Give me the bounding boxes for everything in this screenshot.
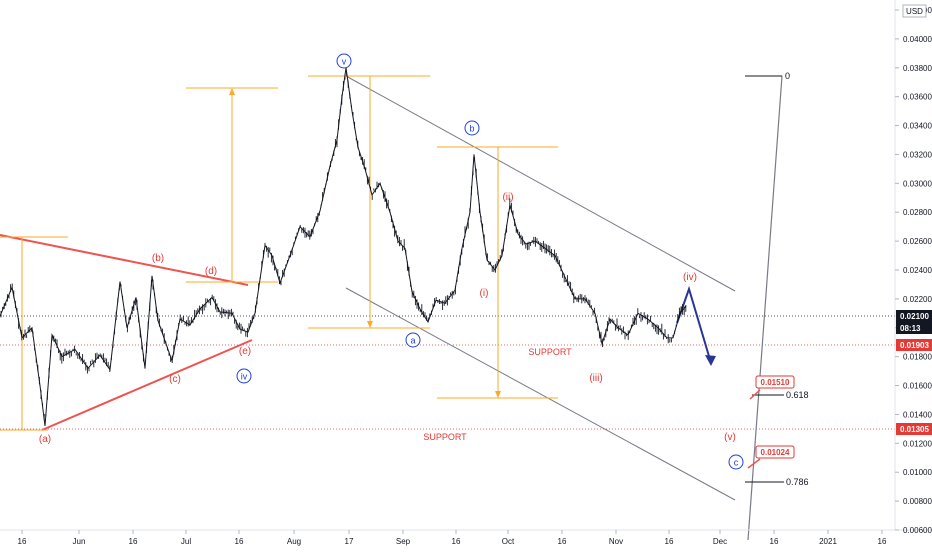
wave-label-v-blue: v	[336, 53, 352, 69]
fib-steep-line	[747, 75, 783, 541]
support-labels: SUPPORT SUPPORT	[423, 347, 572, 442]
price-badge-label: 0.01305	[900, 425, 929, 434]
y-tick-label: 0.02400	[903, 266, 932, 275]
y-tick-label: 0.02600	[903, 237, 932, 246]
support-label-upper: SUPPORT	[528, 347, 572, 357]
wave-label-b-red: (b)	[152, 253, 164, 264]
wave-label-e-red: (e)	[239, 346, 251, 357]
wave-label-v-red: (v)	[724, 432, 736, 443]
x-tick-label: Aug	[287, 537, 301, 546]
price-badge-bg	[896, 423, 932, 435]
x-tick-label: Nov	[609, 537, 623, 546]
x-tick-label: 2021	[819, 537, 837, 546]
x-tick-label: 16	[558, 537, 567, 546]
price-series-line	[0, 67, 687, 427]
wave-label-b-blue: b	[464, 120, 480, 136]
x-tick-label: 16	[18, 537, 27, 546]
analysis-overlay	[0, 75, 895, 541]
grey-channel-lower-line	[345, 287, 736, 501]
x-tick-label: 16	[452, 537, 461, 546]
support-label-lower: SUPPORT	[423, 432, 467, 442]
x-tick-label: 16	[665, 537, 674, 546]
svg-text:iv: iv	[241, 372, 248, 382]
x-tick-label: Oct	[502, 537, 515, 546]
x-tick-label: 16	[235, 537, 244, 546]
price-badge-label: 08:13	[900, 324, 921, 333]
wave-label-iv-red: (iv)	[683, 272, 697, 283]
price-badge-bg	[896, 310, 932, 322]
x-axis-ticks: 16 Jun 16 Jul 16 Aug 17 Sep 16 Oct 16 Nov 16 Dec 16 202…	[18, 530, 887, 546]
wave-label-ii-red: (ii)	[502, 192, 513, 203]
y-tick-label: 0.02800	[903, 208, 932, 217]
wave-label-a-red: (a)	[39, 434, 51, 445]
svg-text:a: a	[410, 336, 415, 346]
x-tick-label: 16	[878, 537, 887, 546]
y-tick-label: 0.04000	[903, 35, 932, 44]
x-tick-label: 16	[770, 537, 779, 546]
wave-label-c-blue: c	[728, 454, 744, 470]
y-axis-ticks: 0.042000.040000.038000.036000.034000.032…	[895, 6, 932, 535]
svg-text:0.01024: 0.01024	[761, 448, 790, 457]
wave-label-c-red: (c)	[169, 374, 181, 385]
wave-label-iv-blue: iv	[236, 368, 252, 384]
y-tick-label: 0.01200	[903, 439, 932, 448]
price-badge-label: 0.01903	[900, 341, 929, 350]
y-tick-label: 0.01600	[903, 382, 932, 391]
currency-badge: USD	[902, 4, 927, 18]
x-tick-label: Jul	[181, 537, 191, 546]
svg-text:c: c	[734, 458, 739, 468]
y-tick-label: 0.03800	[903, 64, 932, 73]
fib-labels: 0 0.618 0.786	[785, 71, 809, 487]
grey-channel-upper-line	[345, 75, 736, 292]
x-tick-label: 17	[345, 537, 354, 546]
fib-0786-connector	[747, 458, 761, 469]
svg-text:v: v	[342, 57, 347, 67]
y-tick-label: 0.03000	[903, 179, 932, 188]
orange-arrowheads	[229, 88, 501, 398]
svg-text:0.01510: 0.01510	[761, 378, 790, 387]
wave-label-a-blue: a	[405, 332, 421, 348]
y-tick-label: 0.01400	[903, 410, 932, 419]
price-badge-bg	[896, 322, 932, 334]
y-tick-label: 0.01000	[903, 468, 932, 477]
price-badge-bg	[896, 339, 932, 351]
red-wave-labels: (a) (b) (c) (d) (e) (i) (ii) (iii) (iv) …	[39, 192, 736, 445]
red-lower-triangle-line	[41, 339, 253, 431]
fib-callout-01024: 0.01024	[755, 445, 795, 459]
fib-0618-connector	[749, 389, 761, 400]
wave-label-iii-red: (iii)	[589, 373, 602, 384]
x-tick-label: Jun	[73, 537, 86, 546]
y-tick-label: 0.03600	[903, 93, 932, 102]
x-tick-label: Dec	[713, 537, 727, 546]
y-tick-label: 0.00800	[903, 497, 932, 506]
price-candles	[0, 72, 687, 421]
y-tick-label: 0.03200	[903, 150, 932, 159]
x-tick-label: 16	[129, 537, 138, 546]
blue-wave-labels: iv v a b c	[236, 53, 744, 470]
fib-callout-01510: 0.01510	[755, 375, 795, 389]
red-upper-triangle-line	[0, 234, 249, 286]
fib-price-callouts: 0.01510 0.01024	[755, 375, 795, 459]
x-tick-label: Sep	[396, 537, 411, 546]
y-tick-label: 0.01800	[903, 353, 932, 362]
wave-label-i-red: (i)	[480, 288, 489, 299]
svg-text:b: b	[469, 124, 474, 134]
fib-label-0786: 0.786	[786, 477, 809, 487]
y-tick-label: 0.00600	[903, 526, 932, 535]
price-badges: 0.02100 08:13 0.01903 0.01305	[896, 310, 932, 435]
price-badge-label: 0.02100	[900, 312, 929, 321]
fib-label-0618: 0.618	[786, 390, 809, 400]
y-tick-label: 0.03400	[903, 122, 932, 131]
blue-arrow-head	[705, 355, 716, 366]
wave-label-d-red: (d)	[205, 266, 217, 277]
svg-text:USD: USD	[906, 7, 923, 16]
y-tick-label: 0.02200	[903, 295, 932, 304]
fib-label-0: 0	[785, 71, 790, 81]
